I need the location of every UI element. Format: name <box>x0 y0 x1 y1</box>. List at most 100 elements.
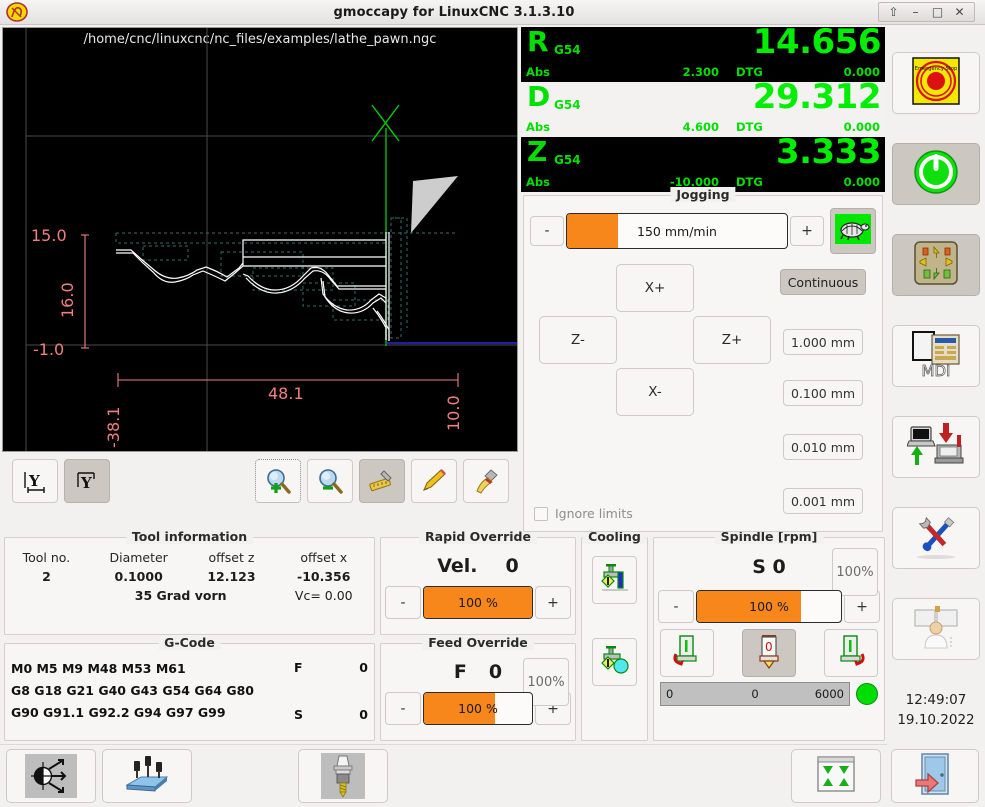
tool-change-button[interactable] <box>298 749 388 803</box>
gcode-panel: G-Code M0 M5 M9 M48 M53 M61 G8 G18 G21 G… <box>4 635 375 741</box>
dro-abs-value: 4.600 <box>682 120 719 134</box>
feed-override-slider[interactable]: 100 % <box>423 692 533 725</box>
speed-value: 0 <box>359 707 368 722</box>
jog-velocity-increase-button[interactable]: + <box>790 216 824 246</box>
jog-increment-continuous[interactable]: Continuous <box>780 269 866 295</box>
jog-x-minus-button[interactable]: X- <box>616 368 694 416</box>
svg-text:MDI: MDI <box>922 362 951 380</box>
window-title: gmoccapy for LinuxCNC 3.1.3.10 <box>333 4 575 20</box>
rapid-override-slider[interactable]: 100 % <box>423 586 533 619</box>
view-y2-button[interactable]: Y <box>64 459 110 503</box>
dro-row-r[interactable]: R G54 14.656 Abs 2.300 DTG 0.000 <box>521 23 885 82</box>
speed-label: S <box>294 707 304 722</box>
dro-dtg-value: 0.000 <box>843 120 880 134</box>
linuxcnc-logo-icon <box>4 2 30 23</box>
shade-button[interactable]: ⇧ <box>888 5 899 19</box>
jog-arrows-icon <box>912 239 960 291</box>
turtle-speed-button[interactable] <box>830 208 876 254</box>
show-dimensions-button[interactable] <box>359 459 405 503</box>
jog-velocity-slider[interactable]: 150 mm/min <box>566 213 788 249</box>
user-tabs-button[interactable] <box>892 598 980 660</box>
machine-power-button[interactable] <box>892 143 980 205</box>
mist-coolant-button[interactable] <box>592 638 637 686</box>
mdi-icon: MDI <box>908 328 964 384</box>
dro-abs-value: 2.300 <box>682 65 719 79</box>
faucet-mist-icon <box>598 643 632 681</box>
jog-increment-0100[interactable]: 0.100 mm <box>783 380 863 406</box>
jog-increment-0001[interactable]: 0.001 mm <box>783 488 863 514</box>
minimize-button[interactable]: – <box>912 5 919 19</box>
fullscreen-button[interactable] <box>791 749 881 803</box>
jog-z-plus-button[interactable]: Z+ <box>693 316 771 364</box>
rapid-decrease-button[interactable]: - <box>385 586 421 619</box>
clock-date: 19.10.2022 <box>897 711 975 728</box>
jog-increment-1000[interactable]: 1.000 mm <box>783 329 863 355</box>
estop-button[interactable]: Emergency Stop <box>892 52 980 114</box>
ignore-limits-label: Ignore limits <box>555 506 633 521</box>
offset-z-value: 12.123 <box>207 569 256 584</box>
jog-x-plus-button[interactable]: X+ <box>616 264 694 312</box>
auto-run-icon <box>906 421 965 473</box>
flood-coolant-button[interactable] <box>592 556 637 604</box>
jog-velocity-decrease-button[interactable]: - <box>530 216 564 246</box>
maximize-button[interactable]: □ <box>931 5 944 19</box>
dim-y-top: 15.0 <box>31 226 67 245</box>
tool-touch-button[interactable] <box>102 749 192 803</box>
bottom-toolbar <box>0 744 979 807</box>
spindle-meter-max: 6000 <box>814 687 844 701</box>
dro-coordinate-system: G54 <box>554 43 581 57</box>
manual-mode-button[interactable] <box>892 234 980 296</box>
spindle-override-slider[interactable]: 100 % <box>696 590 842 623</box>
feed-decrease-button[interactable]: - <box>385 692 421 725</box>
spindle-override-value: 100 % <box>749 599 789 614</box>
rapid-override-panel: Rapid Override Vel. 0 - 100 % + <box>380 529 576 635</box>
clear-plot-button[interactable] <box>463 459 509 503</box>
spindle-meter-min: 0 <box>666 687 674 701</box>
close-button[interactable]: ✕ <box>954 5 965 19</box>
turtle-icon <box>835 214 871 248</box>
exit-button[interactable] <box>891 749 979 803</box>
spindle-decrease-button[interactable]: - <box>658 590 694 623</box>
dro-abs-value: -10.000 <box>669 175 719 189</box>
faucet-flood-icon <box>598 561 632 599</box>
fullscreen-icon <box>815 754 857 798</box>
edit-gcode-button[interactable] <box>411 459 457 503</box>
tool-no-value: 2 <box>42 569 51 584</box>
dro-row-z[interactable]: Z G54 3.333 Abs -10.000 DTG 0.000 <box>521 133 885 192</box>
gcode-preview[interactable]: /home/cnc/linuxcnc/nc_files/examples/lat… <box>2 27 518 452</box>
jog-z-minus-button[interactable]: Z- <box>539 316 617 364</box>
rapid-increase-button[interactable]: + <box>535 586 571 619</box>
spindle-stop-icon: 0 <box>750 632 788 674</box>
touch-off-button[interactable] <box>6 749 96 803</box>
spindle-cw-button[interactable] <box>824 629 878 677</box>
spindle-ccw-button[interactable] <box>660 629 714 677</box>
ignore-limits-checkbox[interactable]: Ignore limits <box>534 506 633 521</box>
zoom-out-button[interactable] <box>307 459 353 503</box>
dim-y-mid: 16.0 <box>58 282 77 318</box>
feed-override-title: Feed Override <box>422 635 534 650</box>
view-y-button[interactable]: Y <box>12 459 58 503</box>
spindle-title: Spindle [rpm] <box>714 529 824 544</box>
dim-x-left: -38.1 <box>104 407 123 448</box>
rapid-vel-value: 0 <box>505 555 519 577</box>
dro-dtg-label: DTG <box>736 120 763 134</box>
spindle-override-fill <box>697 591 801 622</box>
zoom-in-button[interactable] <box>255 459 301 503</box>
dim-x-right: 10.0 <box>444 395 463 431</box>
jog-increment-0010[interactable]: 0.010 mm <box>783 434 863 460</box>
dro-row-d[interactable]: D G54 29.312 Abs 4.600 DTG 0.000 <box>521 78 885 137</box>
settings-button[interactable] <box>892 507 980 569</box>
spindle-cw-icon <box>832 632 870 674</box>
spindle-stop-button[interactable]: 0 <box>742 629 796 677</box>
spindle-override-reset-button[interactable]: 100% <box>832 548 878 596</box>
active-mcodes: M0 M5 M9 M48 M53 M61 <box>11 661 186 676</box>
mdi-mode-button[interactable]: MDI <box>892 325 980 387</box>
cutting-speed-value: Vc= 0.00 <box>294 588 353 603</box>
spindle-ccw-icon <box>668 632 706 674</box>
dro-axis-label: R <box>527 25 549 58</box>
preview-canvas: 15.0 -1.0 48.1 16.0 -38.1 10.0 <box>25 28 517 451</box>
rapid-vel-label: Vel. <box>437 555 478 577</box>
preview-toolbar: Y Y <box>2 455 518 507</box>
cooling-panel: Cooling <box>581 529 648 741</box>
auto-mode-button[interactable] <box>892 416 980 478</box>
